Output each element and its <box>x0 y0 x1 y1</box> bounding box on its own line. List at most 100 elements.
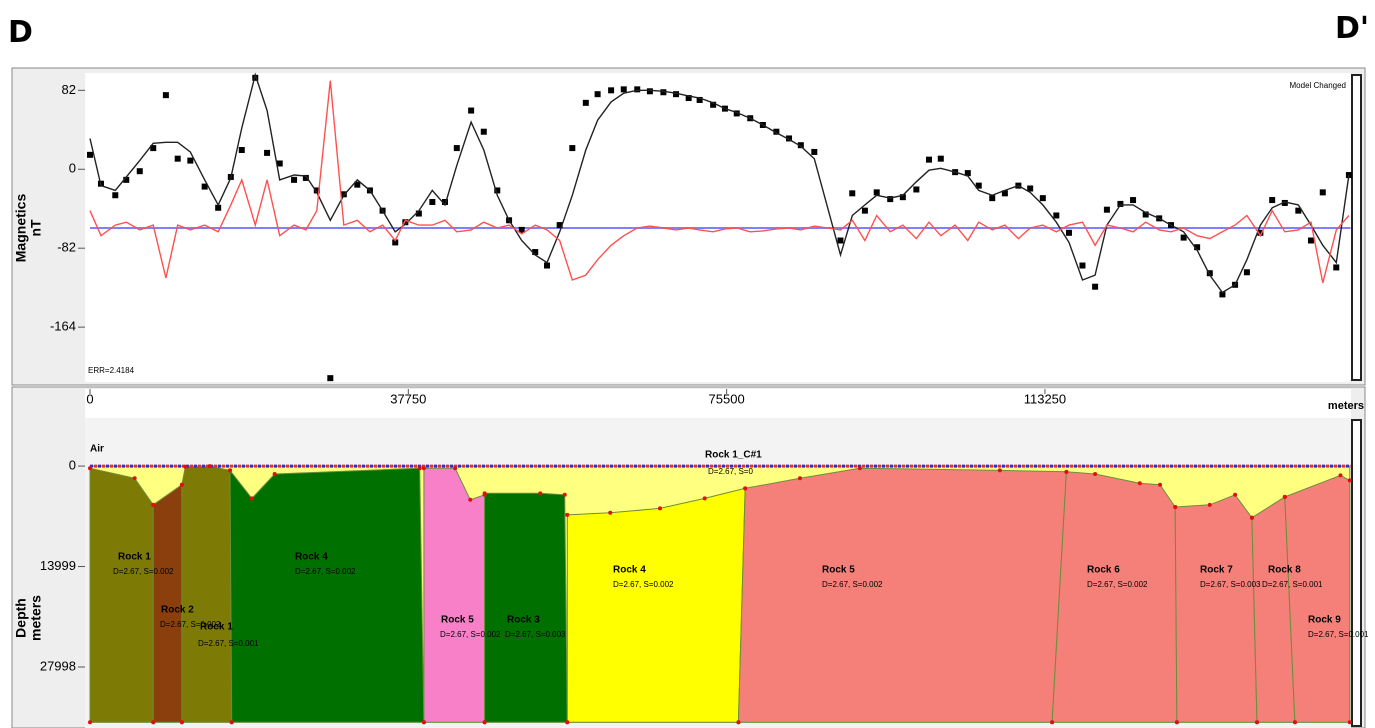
vertex <box>1158 482 1163 487</box>
observed-point <box>797 142 804 149</box>
status-annotation: Model Changed <box>1290 81 1346 90</box>
vertex <box>1173 504 1178 509</box>
observed-point <box>608 87 615 94</box>
rock-name: Rock 3 <box>507 615 540 626</box>
observed-point <box>1319 189 1326 196</box>
observed-point <box>925 156 932 163</box>
profile-line <box>89 80 1350 284</box>
observed-point <box>685 95 692 102</box>
rock-properties: D=2.67, S=0 <box>708 467 753 476</box>
observed-point <box>150 145 157 152</box>
observed-point <box>1142 211 1149 218</box>
vertex <box>1249 515 1254 520</box>
scrollbar[interactable] <box>1351 74 1362 381</box>
observed-point <box>569 145 576 152</box>
rock-name: Rock 9 <box>1308 615 1341 626</box>
rock-name: Rock 7 <box>1200 565 1233 576</box>
observed-point <box>112 192 119 199</box>
rock-name: Rock 1_C#1 <box>705 450 762 461</box>
y-tick-label: 0 <box>69 161 76 176</box>
vertex <box>562 492 567 497</box>
vertex <box>538 491 543 496</box>
rock-properties: D=2.67, S=0.002 <box>822 580 883 589</box>
vertex <box>183 464 188 469</box>
rock-body <box>1174 494 1258 723</box>
vertex <box>565 512 570 517</box>
y-tick-label: 82 <box>62 82 76 97</box>
observed-point <box>964 170 971 177</box>
vertex <box>1338 473 1343 478</box>
rock-body <box>423 467 486 723</box>
observed-point <box>634 86 641 93</box>
y-axis-label: meters <box>28 595 44 641</box>
observed-point <box>494 187 501 194</box>
rock-name: Rock 2 <box>161 605 194 616</box>
observed-point <box>1333 264 1340 271</box>
rock-properties: D=2.67, S=0.002 <box>613 580 674 589</box>
rock-properties: D=2.67, S=0.001 <box>1308 630 1369 639</box>
vertex <box>1233 492 1238 497</box>
observed-point <box>174 155 181 162</box>
observed-point <box>1307 237 1314 244</box>
rock-properties: D=2.67, S=0.003 <box>505 630 566 639</box>
vertex <box>1292 720 1297 725</box>
section-start-label: D <box>8 15 33 50</box>
observed-point <box>660 89 667 96</box>
x-axis-strip <box>85 389 1351 418</box>
vertex <box>702 496 707 501</box>
observed-point <box>201 183 208 190</box>
x-tick-label: 0 <box>86 391 93 406</box>
y-tick-label: -82 <box>57 240 76 255</box>
rock-name: Rock 5 <box>441 615 474 626</box>
observed-point <box>1103 206 1110 213</box>
observed-point <box>899 194 906 201</box>
observed-point <box>187 157 194 164</box>
vertex <box>1282 494 1287 499</box>
rock-properties: D=2.67, S=0.002 <box>1087 580 1148 589</box>
x-axis-label: meters <box>1328 400 1364 412</box>
observed-point <box>1079 262 1086 269</box>
observed-point <box>402 219 409 226</box>
vertex <box>227 468 232 473</box>
y-tick-label: 27998 <box>40 658 76 673</box>
vertex <box>658 506 663 511</box>
observed-point <box>392 239 399 246</box>
observed-point <box>620 86 627 93</box>
observed-point <box>302 174 309 181</box>
vertex <box>736 720 741 725</box>
scrollbar[interactable] <box>1351 419 1362 727</box>
vertex <box>1064 469 1069 474</box>
vertex <box>1255 720 1260 725</box>
vertex <box>151 720 156 725</box>
observed-point <box>354 181 361 188</box>
profile-line <box>89 72 1350 294</box>
observed-point <box>1027 185 1034 192</box>
vertex <box>421 466 426 471</box>
observed-point <box>441 198 448 205</box>
observed-point <box>532 249 539 256</box>
observed-point <box>594 91 601 98</box>
vertex <box>417 466 422 471</box>
vertex <box>88 466 92 471</box>
observed-point <box>136 168 143 175</box>
observed-point <box>123 176 130 183</box>
observed-point <box>811 148 818 155</box>
observed-point <box>1001 190 1008 197</box>
rock-name: Rock 8 <box>1268 565 1301 576</box>
vertex <box>421 720 426 725</box>
vertex <box>229 720 234 725</box>
observed-point <box>1092 283 1099 290</box>
y-axis-label: Depth <box>13 598 29 638</box>
rock-body <box>152 483 183 723</box>
rock-body <box>566 487 746 723</box>
observed-point <box>429 198 436 205</box>
vertex <box>482 491 487 496</box>
vertex <box>1093 471 1098 476</box>
observed-point <box>291 176 298 183</box>
section-end-label: D' <box>1335 11 1369 46</box>
vertex <box>272 471 277 476</box>
observed-point <box>1206 270 1213 277</box>
rock-body <box>737 467 1067 723</box>
observed-point <box>1219 291 1226 298</box>
